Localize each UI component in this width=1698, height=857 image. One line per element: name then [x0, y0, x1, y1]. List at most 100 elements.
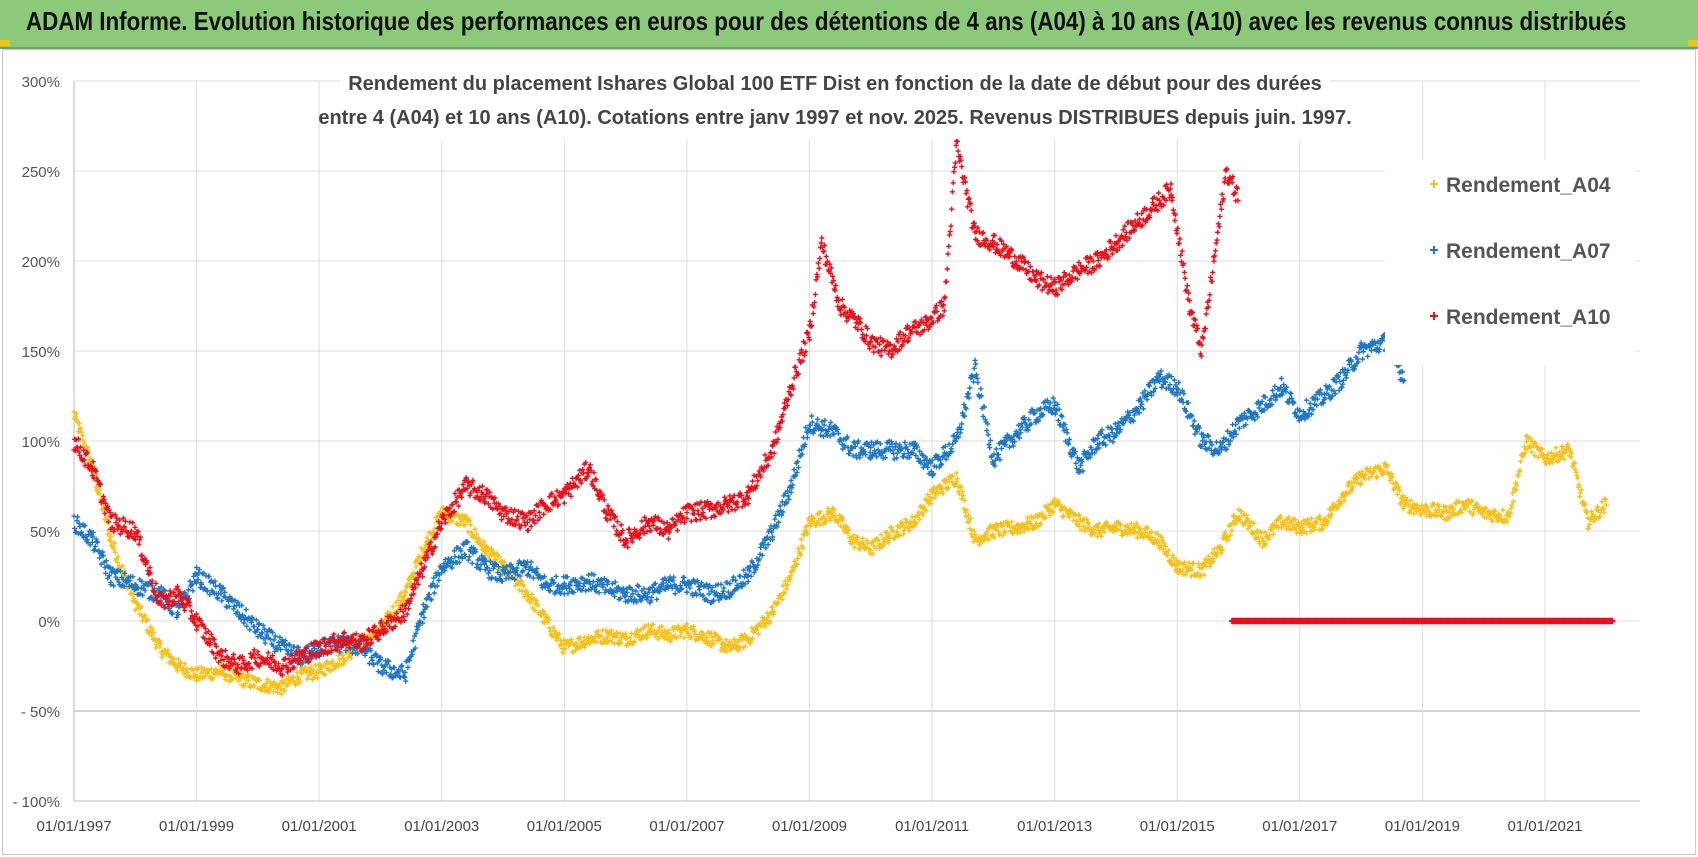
data-point	[394, 609, 400, 615]
data-point	[242, 680, 248, 686]
data-point	[1190, 560, 1196, 566]
data-point	[729, 646, 735, 652]
data-point	[926, 497, 932, 503]
data-point	[309, 670, 315, 676]
data-point	[535, 602, 541, 608]
data-point	[1335, 505, 1341, 512]
data-point	[322, 672, 328, 678]
data-point	[561, 500, 567, 506]
data-point	[628, 630, 635, 637]
data-point	[1586, 525, 1592, 531]
y-tick-label: 300%	[22, 74, 60, 91]
data-point	[614, 631, 621, 637]
data-point	[692, 631, 698, 637]
data-point	[1311, 525, 1318, 531]
data-point	[1248, 519, 1254, 525]
data-point	[202, 674, 208, 680]
data-point	[1389, 474, 1395, 480]
data-point	[1395, 484, 1401, 490]
data-point	[881, 541, 887, 547]
data-point	[1507, 510, 1513, 516]
data-point	[779, 596, 785, 602]
data-point	[732, 638, 738, 644]
data-point	[78, 444, 84, 450]
data-point	[611, 523, 617, 529]
data-point	[431, 590, 437, 596]
data-point	[436, 577, 442, 583]
data-point	[490, 549, 496, 555]
data-point	[114, 559, 120, 565]
data-point	[222, 648, 229, 654]
data-point	[199, 664, 205, 670]
data-point	[654, 596, 660, 602]
data-point	[546, 617, 552, 623]
data-point	[942, 480, 948, 486]
data-point	[1303, 530, 1310, 536]
data-point	[501, 559, 508, 565]
data-point	[613, 634, 619, 640]
data-point	[1603, 502, 1609, 508]
chart-frame	[2, 49, 1696, 855]
data-point	[1082, 528, 1088, 534]
data-point	[1358, 480, 1364, 486]
data-point	[1199, 565, 1205, 572]
x-tick-label: 01/01/2015	[1140, 818, 1215, 835]
data-point	[855, 534, 861, 540]
data-point	[467, 517, 473, 523]
data-point	[390, 604, 396, 610]
data-point	[484, 543, 490, 549]
data-point	[1507, 513, 1513, 519]
data-point	[1024, 515, 1031, 521]
data-point	[569, 637, 575, 643]
data-point	[87, 455, 93, 461]
data-point	[1133, 529, 1139, 535]
data-point	[297, 678, 303, 684]
data-point	[518, 578, 524, 584]
data-point	[642, 623, 648, 629]
data-point	[811, 515, 817, 521]
data-point	[1368, 465, 1374, 471]
data-point	[553, 573, 559, 579]
data-point	[84, 444, 90, 451]
data-point	[1425, 505, 1431, 511]
data-point	[1329, 511, 1335, 517]
data-point	[312, 674, 318, 680]
data-point	[149, 626, 155, 632]
x-tick-label: 01/01/2019	[1385, 818, 1460, 835]
data-point	[659, 624, 665, 630]
data-point	[1238, 509, 1245, 515]
data-point	[108, 534, 114, 540]
data-point	[528, 523, 534, 529]
data-point	[171, 656, 177, 662]
data-point	[890, 529, 896, 535]
data-point	[1078, 527, 1084, 533]
data-point	[151, 629, 157, 635]
data-point	[1543, 461, 1550, 467]
data-point	[78, 429, 84, 435]
data-point	[224, 672, 230, 678]
data-point	[1368, 473, 1374, 480]
data-point	[302, 664, 308, 670]
data-point	[1182, 572, 1188, 578]
data-point	[1515, 473, 1522, 479]
data-point	[1195, 570, 1201, 576]
data-point	[1504, 519, 1510, 525]
data-point	[1514, 482, 1520, 488]
data-point	[153, 645, 159, 651]
series-Rendement_A04	[71, 409, 1609, 697]
data-point	[945, 485, 951, 491]
data-point	[440, 505, 446, 511]
data-point	[790, 567, 796, 573]
data-point	[723, 637, 729, 643]
data-point	[449, 518, 455, 524]
data-point	[1205, 433, 1211, 439]
data-point	[1314, 520, 1320, 526]
data-point	[1400, 493, 1406, 499]
data-point	[185, 669, 191, 675]
data-point	[830, 513, 836, 520]
data-point	[313, 670, 319, 676]
data-point	[1360, 356, 1366, 362]
data-point	[341, 629, 347, 635]
data-point	[1489, 518, 1496, 524]
data-point	[1076, 512, 1082, 518]
